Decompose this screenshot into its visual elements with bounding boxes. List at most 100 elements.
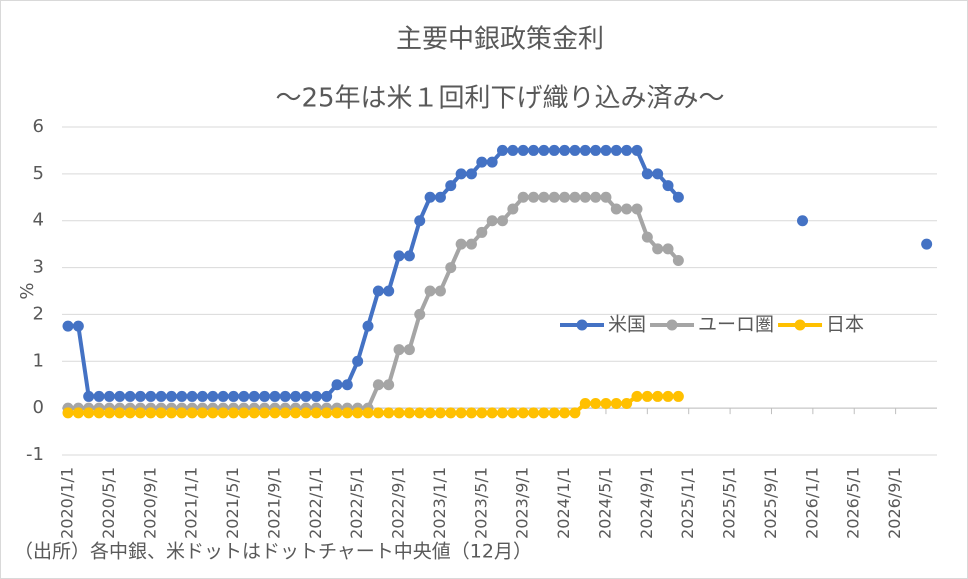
point [465, 407, 477, 419]
legend-label: ユーロ圏 [698, 314, 774, 336]
point [310, 407, 322, 419]
y-tick-label: 6 [33, 116, 44, 137]
point [279, 390, 291, 402]
point [124, 390, 136, 402]
point [662, 243, 674, 255]
point [393, 344, 405, 356]
point [621, 397, 633, 409]
point [93, 407, 105, 419]
point [600, 191, 612, 203]
point [269, 390, 281, 402]
point [196, 407, 208, 419]
x-tick-label: 2024/9/1 [637, 467, 656, 539]
point [403, 250, 415, 262]
point [569, 144, 581, 156]
x-tick-label: 2021/5/1 [223, 467, 242, 539]
point [62, 407, 74, 419]
point [83, 390, 95, 402]
point [641, 168, 653, 180]
point [672, 191, 684, 203]
point [279, 407, 291, 419]
x-tick-label: 2021/1/1 [182, 467, 201, 539]
point [486, 407, 498, 419]
point [414, 407, 426, 419]
point [600, 397, 612, 409]
point [517, 144, 529, 156]
point [145, 390, 157, 402]
point [476, 226, 488, 238]
point [134, 407, 146, 419]
point [403, 344, 415, 356]
point [331, 379, 343, 391]
legend-marker [794, 319, 806, 331]
point [165, 407, 177, 419]
x-tick-label: 2023/5/1 [471, 467, 490, 539]
x-tick-label: 2023/1/1 [430, 467, 449, 539]
point [269, 407, 281, 419]
point [372, 379, 384, 391]
point [176, 407, 188, 419]
point [455, 238, 467, 250]
point [248, 407, 260, 419]
point [248, 390, 260, 402]
x-tick-label: 2025/9/1 [761, 467, 780, 539]
x-tick-label: 2025/1/1 [678, 467, 697, 539]
point [207, 390, 219, 402]
point [124, 407, 136, 419]
point [528, 144, 540, 156]
point [145, 407, 157, 419]
y-tick-label: 5 [33, 163, 44, 184]
point [403, 407, 415, 419]
point [259, 407, 271, 419]
point [610, 203, 622, 215]
point [393, 250, 405, 262]
point [114, 407, 126, 419]
point [310, 390, 322, 402]
point [569, 191, 581, 203]
point [579, 397, 591, 409]
point [186, 390, 198, 402]
point [517, 407, 529, 419]
point [424, 407, 436, 419]
point [641, 390, 653, 402]
point [321, 407, 333, 419]
point [579, 144, 591, 156]
y-tick-label: 4 [33, 210, 44, 231]
point [476, 156, 488, 168]
point [165, 390, 177, 402]
point [621, 203, 633, 215]
y-tick-label: 0 [33, 397, 44, 418]
point [497, 144, 508, 156]
point [797, 215, 809, 227]
point [497, 407, 508, 419]
x-tick-label: 2024/1/1 [554, 467, 573, 539]
point [579, 191, 591, 203]
x-tick-label: 2020/9/1 [140, 467, 159, 539]
point [93, 390, 105, 402]
legend-marker [576, 319, 588, 331]
point [538, 191, 550, 203]
chart-subtitle: ～25年は米１回利下げ織り込み済み～ [275, 84, 724, 114]
point [559, 144, 571, 156]
point [672, 390, 684, 402]
point [610, 144, 622, 156]
point [217, 407, 229, 419]
point [548, 191, 560, 203]
point [290, 407, 302, 419]
point [72, 320, 84, 332]
point [434, 407, 446, 419]
point [455, 168, 467, 180]
point [72, 407, 84, 419]
point [528, 407, 540, 419]
point [455, 407, 467, 419]
point [352, 355, 364, 367]
point [486, 215, 498, 227]
point [434, 191, 446, 203]
point [383, 407, 395, 419]
point [424, 285, 436, 297]
point [103, 390, 115, 402]
point [434, 285, 446, 297]
x-tick-label: 2026/5/1 [844, 467, 863, 539]
x-tick-label: 2023/9/1 [513, 467, 532, 539]
